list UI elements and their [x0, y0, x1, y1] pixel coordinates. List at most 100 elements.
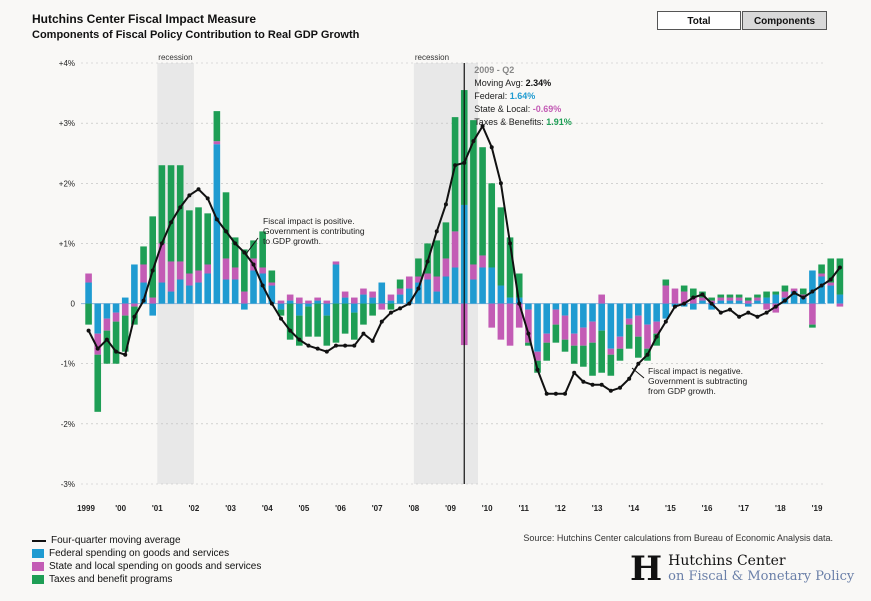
bar-federal: [195, 282, 202, 304]
bar-taxes: [323, 315, 331, 346]
bar-federal: [561, 303, 569, 316]
bar-federal: [415, 282, 422, 304]
toggle-components-button[interactable]: Components: [742, 11, 827, 30]
moving-average-point: [416, 286, 421, 291]
y-tick-label: -2%: [61, 420, 75, 429]
moving-average-point: [352, 343, 357, 348]
bar-federal: [259, 273, 266, 304]
x-tick-label: '13: [592, 504, 603, 513]
bar-state-local: [625, 318, 633, 325]
legend-swatch-federal: [32, 549, 44, 558]
bar-taxes: [589, 342, 596, 376]
bar-state-local: [369, 291, 376, 298]
x-tick-label: '17: [738, 504, 749, 513]
moving-average-point: [801, 295, 806, 300]
legend-label: Taxes and benefit programs: [49, 574, 173, 585]
tooltip-row: State & Local: -0.69%: [474, 104, 561, 114]
bar-federal: [305, 303, 312, 307]
annotation-negative-text: Fiscal impact is negative.: [648, 366, 743, 376]
bar-federal: [726, 300, 734, 304]
bar-state-local: [85, 273, 92, 283]
bar-federal: [598, 303, 605, 331]
bar-taxes: [222, 192, 230, 259]
legend-swatch-taxes: [32, 575, 44, 584]
bar-federal: [580, 303, 587, 328]
bar-taxes: [350, 312, 358, 340]
bar-state-local: [186, 273, 193, 286]
bar-state-local: [717, 297, 725, 301]
fiscal-impact-chart[interactable]: recession recession -3% -2% -1% 0 +1% +2% +3% +4%…: [0, 0, 871, 530]
legend-swatch-state-local: [32, 562, 44, 571]
bar-state-local: [350, 297, 358, 304]
bar-federal: [378, 282, 386, 304]
bar-state-local: [616, 336, 624, 349]
bar-state-local: [176, 261, 184, 280]
legend-item-moving-average[interactable]: Four-quarter moving average: [32, 534, 261, 547]
bar-federal: [790, 291, 798, 304]
moving-average-point: [196, 187, 201, 192]
toggle-total-button[interactable]: Total: [657, 11, 741, 30]
moving-average-point: [764, 310, 769, 315]
bar-taxes: [396, 279, 404, 289]
moving-average-point: [691, 295, 696, 300]
bar-taxes: [570, 345, 578, 364]
bar-state-local: [424, 273, 431, 280]
bar-federal: [479, 267, 486, 304]
bar-state-local: [195, 270, 202, 283]
bar-state-local: [699, 297, 706, 301]
bar-state-local: [222, 258, 230, 280]
moving-average-point: [709, 301, 714, 306]
x-tick-label: '00: [115, 504, 126, 513]
moving-average-point: [315, 346, 320, 351]
bar-federal: [131, 264, 138, 304]
bar-taxes: [708, 297, 715, 301]
bar-federal: [314, 300, 321, 304]
x-tick-label: '19: [812, 504, 823, 513]
moving-average-point: [453, 163, 458, 168]
legend-item-federal[interactable]: Federal spending on goods and services: [32, 547, 261, 560]
bar-federal: [525, 303, 532, 310]
bar-state-local: [543, 333, 551, 343]
annotation-negative-text: from GDP growth.: [648, 386, 716, 396]
bar-state-local: [323, 300, 331, 304]
moving-average-point: [792, 290, 797, 295]
moving-average-point: [737, 314, 742, 319]
bar-taxes: [85, 303, 92, 325]
bar-state-local: [405, 276, 413, 289]
bar-federal: [607, 303, 615, 349]
bar-federal: [451, 267, 459, 304]
bar-taxes: [525, 342, 532, 346]
x-tick-label: '11: [519, 504, 530, 513]
bar-taxes: [735, 294, 743, 298]
bar-taxes: [259, 231, 266, 268]
bar-taxes: [598, 330, 605, 373]
bar-state-local: [744, 300, 752, 304]
bar-state-local: [607, 348, 615, 355]
bar-taxes: [781, 285, 789, 292]
bar-federal: [644, 303, 651, 325]
bar-state-local: [231, 267, 239, 280]
bar-federal: [818, 276, 825, 304]
bar-taxes: [763, 291, 770, 298]
bar-taxes: [827, 258, 835, 283]
moving-average-point: [563, 391, 568, 396]
x-tick-label: '10: [482, 504, 493, 513]
bar-taxes: [369, 303, 376, 316]
bar-taxes: [387, 303, 395, 310]
bar-taxes: [543, 342, 551, 361]
moving-average-point: [471, 139, 476, 144]
x-tick-label: '01: [152, 504, 163, 513]
y-tick-label: +3%: [59, 119, 75, 128]
x-tick-label: '04: [262, 504, 273, 513]
bar-taxes: [754, 294, 761, 298]
bar-federal: [570, 303, 578, 334]
bar-state-local: [598, 294, 605, 304]
chart-subtitle: Components of Fiscal Policy Contribution…: [32, 29, 360, 41]
moving-average-point: [114, 349, 119, 354]
moving-average-point: [104, 337, 109, 342]
bar-federal: [763, 297, 770, 304]
bar-taxes: [799, 288, 807, 295]
legend-item-taxes[interactable]: Taxes and benefit programs: [32, 573, 261, 586]
bar-state-local: [781, 291, 789, 298]
legend-item-state-local[interactable]: State and local spending on goods and se…: [32, 560, 261, 573]
